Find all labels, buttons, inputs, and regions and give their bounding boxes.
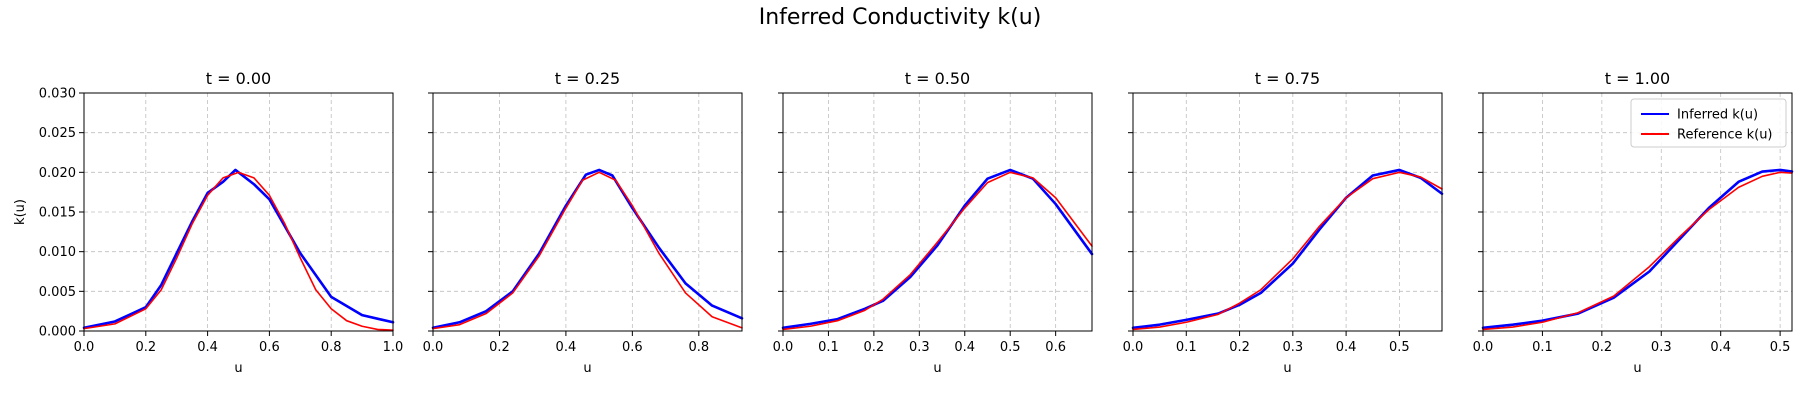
x-tick-label: 0.2 bbox=[489, 340, 510, 355]
panel-2: t = 0.50 0.0 0.1 0.2 0.3 0.4 0.5 0.6 u bbox=[773, 69, 1094, 376]
series-line-inferred bbox=[431, 168, 744, 330]
x-tick-label: 0.5 bbox=[1389, 340, 1410, 355]
legend-entry-label: Inferred k(u) bbox=[1677, 108, 1758, 123]
x-tick-label: 0.0 bbox=[1123, 340, 1144, 355]
x-tick-label: 0.2 bbox=[1592, 340, 1613, 355]
x-tick-label: 0.2 bbox=[864, 340, 885, 355]
x-axis-label: u bbox=[1283, 361, 1291, 376]
x-tick-label: 0.8 bbox=[688, 340, 709, 355]
panel-title: t = 0.00 bbox=[206, 69, 271, 88]
series-line-reference bbox=[782, 171, 1093, 331]
y-tick-label: 0.005 bbox=[39, 285, 76, 300]
x-tick-label: 0.6 bbox=[1045, 340, 1066, 355]
series-line-reference bbox=[83, 171, 394, 332]
x-tick-label: 1.0 bbox=[383, 340, 404, 355]
x-tick-label: 0.0 bbox=[423, 340, 444, 355]
x-tick-label: 0.4 bbox=[1336, 340, 1357, 355]
x-tick-label: 0.6 bbox=[259, 340, 280, 355]
x-tick-label: 0.3 bbox=[1651, 340, 1672, 355]
panel-4: t = 1.00 0.0 0.1 0.2 0.3 0.4 0.5 u Inferred k(u)… bbox=[1473, 69, 1794, 376]
panel-title: t = 0.50 bbox=[905, 69, 970, 88]
x-tick-label: 0.4 bbox=[556, 340, 577, 355]
series-line-reference bbox=[432, 171, 743, 330]
series-line-reference bbox=[1482, 171, 1793, 331]
x-tick-label: 0.0 bbox=[773, 340, 794, 355]
x-tick-label: 0.1 bbox=[818, 340, 839, 355]
x-tick-label: 0.5 bbox=[1000, 340, 1021, 355]
legend-entry-label: Reference k(u) bbox=[1677, 128, 1773, 143]
panel-0: t = 0.00 0.0 0.2 0.4 0.6 0.8 1.0 u 0.000 0.005 0.0… bbox=[39, 69, 404, 376]
x-tick-label: 0.2 bbox=[1229, 340, 1250, 355]
x-tick-label: 0.2 bbox=[135, 340, 156, 355]
x-tick-label: 0.4 bbox=[954, 340, 975, 355]
x-tick-label: 0.6 bbox=[622, 340, 643, 355]
x-tick-label: 0.5 bbox=[1770, 340, 1791, 355]
panel-1: t = 0.25 0.0 0.2 0.4 0.6 0.8 u bbox=[423, 69, 744, 376]
y-tick-label: 0.030 bbox=[39, 87, 76, 102]
series-line-inferred bbox=[781, 168, 1094, 330]
x-tick-label: 0.0 bbox=[74, 340, 95, 355]
y-axis-label: k(u) bbox=[13, 199, 28, 225]
series-line-inferred bbox=[1481, 168, 1794, 330]
y-tick-label: 0.025 bbox=[39, 126, 76, 141]
x-tick-label: 0.1 bbox=[1532, 340, 1553, 355]
legend: Inferred k(u) Reference k(u) bbox=[1630, 98, 1787, 148]
x-tick-label: 0.3 bbox=[1282, 340, 1303, 355]
x-tick-label: 0.4 bbox=[197, 340, 218, 355]
y-tick-label: 0.020 bbox=[39, 166, 76, 181]
x-tick-label: 0.4 bbox=[1710, 340, 1731, 355]
series-line-inferred bbox=[82, 168, 395, 330]
x-tick-label: 0.3 bbox=[909, 340, 930, 355]
x-axis-label: u bbox=[234, 361, 242, 376]
y-tick-label: 0.000 bbox=[39, 325, 76, 340]
chart-title: Inferred Conductivity k(u) bbox=[759, 5, 1042, 30]
series-line-inferred bbox=[1131, 168, 1444, 330]
legend-box bbox=[1630, 98, 1787, 148]
panel-title: t = 1.00 bbox=[1605, 69, 1670, 88]
x-tick-label: 0.1 bbox=[1176, 340, 1197, 355]
y-tick-label: 0.015 bbox=[39, 206, 76, 221]
series-line-reference bbox=[1132, 171, 1443, 331]
x-axis-label: u bbox=[583, 361, 591, 376]
y-tick-label: 0.010 bbox=[39, 245, 76, 260]
panel-title: t = 0.75 bbox=[1255, 69, 1320, 88]
x-tick-label: 0.8 bbox=[321, 340, 342, 355]
x-tick-label: 0.0 bbox=[1473, 340, 1494, 355]
x-axis-label: u bbox=[1633, 361, 1641, 376]
panel-3: t = 0.75 0.0 0.1 0.2 0.3 0.4 0.5 u bbox=[1123, 69, 1444, 376]
panels: t = 0.00 0.0 0.2 0.4 0.6 0.8 1.0 u 0.000 0.005 0.0… bbox=[39, 69, 1794, 376]
x-axis-label: u bbox=[933, 361, 941, 376]
panel-title: t = 0.25 bbox=[555, 69, 620, 88]
